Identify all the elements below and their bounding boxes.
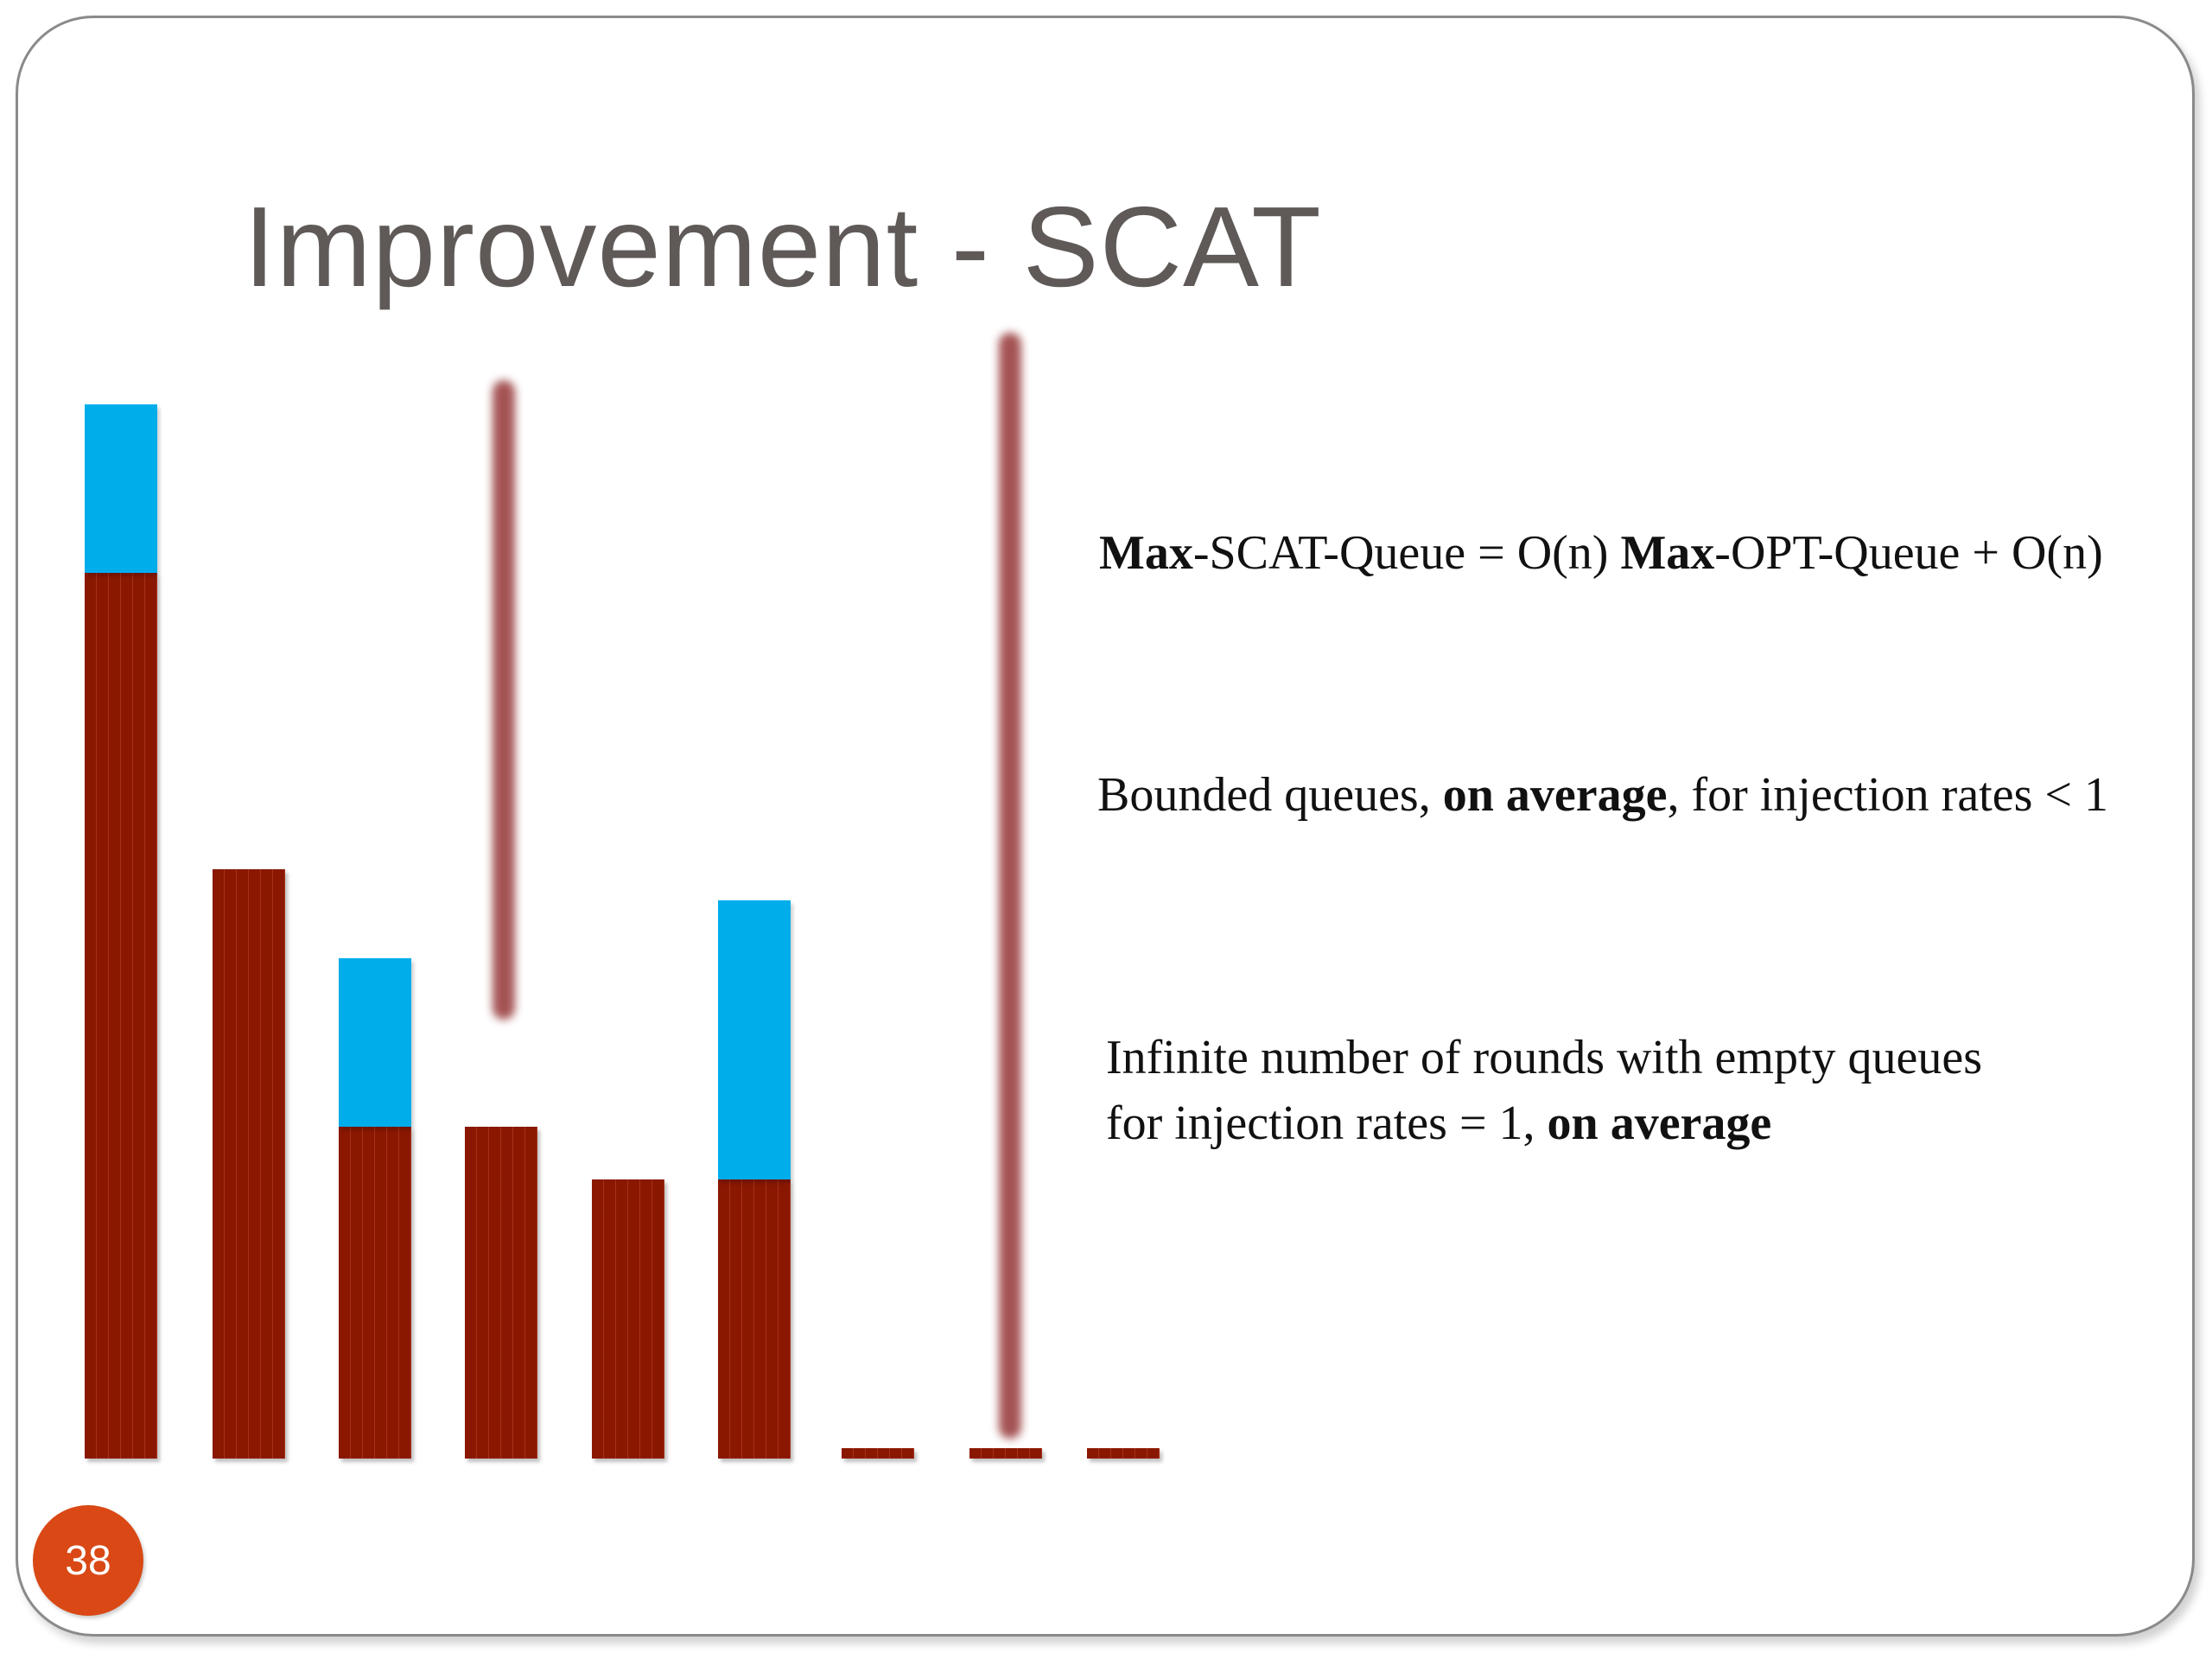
queue-bar (85, 573, 157, 1459)
statement-text-b: -OPT-Queue + O(n) (1714, 526, 2103, 580)
statement-text-a: Infinite number of rounds with empty que… (1106, 1031, 1983, 1084)
statement-max-queue: Max-SCAT-Queue = O(n) Max-OPT-Queue + O(… (1099, 529, 2103, 577)
statement-infinite-rounds: Infinite number of rounds with empty que… (1106, 1033, 1982, 1082)
round-marker-line-long (999, 333, 1021, 1439)
bold-max-b: Max (1620, 526, 1715, 580)
statement-injection-rate-one: for injection rates = 1, on average (1106, 1099, 1771, 1147)
queue-bar (465, 1127, 537, 1459)
queue-bar (592, 1179, 664, 1459)
statement-text-a: -SCAT-Queue = O(n) (1192, 526, 1621, 580)
queue-bar (213, 869, 285, 1459)
queue-bar (718, 1179, 791, 1459)
queue-bar (969, 1448, 1042, 1459)
statement-bounded-queues: Bounded queues, on average, for injectio… (1097, 771, 2108, 819)
queue-bar (339, 1127, 411, 1459)
queue-bar (1087, 1448, 1160, 1459)
queue-extra-segment (339, 958, 411, 1127)
queue-extra-segment (718, 900, 791, 1179)
queue-bar (842, 1448, 914, 1459)
slide-title: Improvement - SCAT (244, 183, 1322, 310)
bold-on-average: on average (1547, 1096, 1772, 1150)
slide-number-badge: 38 (33, 1505, 143, 1616)
round-marker-line-short (493, 380, 515, 1020)
statement-text-b: , for injection rates < 1 (1667, 768, 2108, 822)
statement-text-a: for injection rates = 1, (1106, 1096, 1548, 1150)
bold-on-average: on average (1442, 768, 1668, 822)
queue-extra-segment (85, 404, 157, 573)
bold-max-a: Max (1099, 526, 1193, 580)
statement-text-a: Bounded queues, (1097, 768, 1443, 822)
